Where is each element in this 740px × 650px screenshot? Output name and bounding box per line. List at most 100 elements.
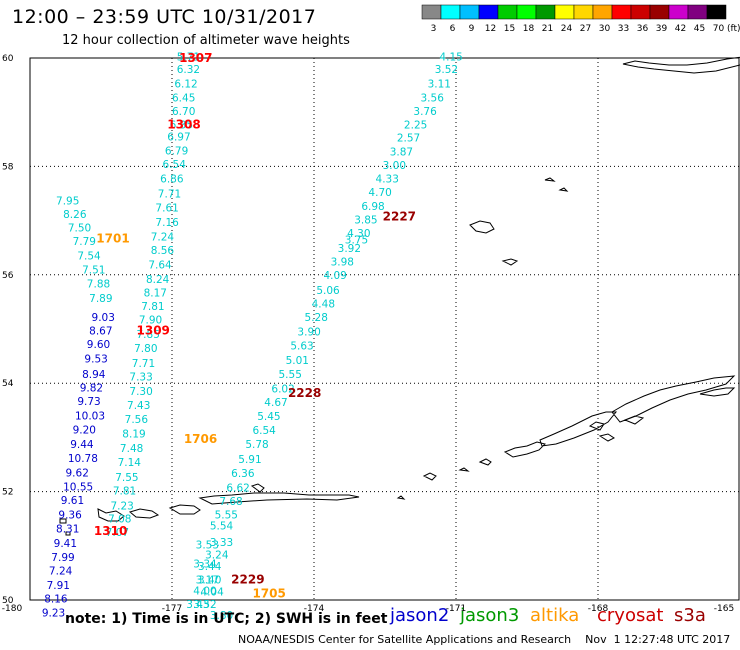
wave-height-label: 3.11 <box>428 78 451 90</box>
wave-height-label: 6.36 <box>231 468 255 480</box>
wave-height-label: 5.71 <box>177 52 200 64</box>
legend-altika: altika <box>530 605 580 626</box>
colorbar-swatch <box>630 4 651 20</box>
wave-height-label: 9.03 <box>92 312 115 324</box>
colorbar-tick-label: 30 <box>599 24 611 34</box>
wave-height-label: 7.88 <box>87 278 110 290</box>
wave-height-label: 7.24 <box>151 232 175 244</box>
wave-height-label: 6.45 <box>172 92 195 104</box>
wave-height-tracks: 5.716.32 6.12 6.45 6.706.356.97 6.79 6.54 6.86… <box>42 52 463 622</box>
wave-height-label: 6.54 <box>252 425 276 437</box>
wave-height-label: 7.81 <box>141 301 164 313</box>
colorbar-tick-label: 70 <box>713 24 725 34</box>
pass-number-label: 2229 <box>231 573 264 587</box>
colorbar-swatch <box>573 4 594 20</box>
wave-height-label: 5.55 <box>279 369 302 381</box>
wave-height-label: 7.24 <box>49 566 73 578</box>
colorbar-tick-label: 39 <box>656 24 668 34</box>
map-axes: 60 58 56 54 52 50-180 -177 -174 -171 -168 -165 <box>2 54 734 614</box>
wave-height-label: 5.78 <box>245 439 268 451</box>
wave-height-label: 9.36 <box>58 510 82 522</box>
pass-number-label: 1310 <box>94 524 127 538</box>
pass-number-label: 2227 <box>383 210 416 224</box>
wave-height-label: 6.62 <box>226 483 249 495</box>
wave-height-label: 6.02 <box>271 383 294 395</box>
wave-height-label: 7.33 <box>129 371 152 383</box>
wave-height-label: 7.61 <box>155 202 178 214</box>
wave-height-label: 6.70 <box>172 106 195 118</box>
wave-height-label: 8.94 <box>82 369 106 381</box>
wave-height-label: 3.33 <box>210 537 233 549</box>
wave-height-label: 2.57 <box>397 132 420 144</box>
colorbar-tick-label: 45 <box>694 24 705 34</box>
colorbar-swatch <box>516 4 537 20</box>
wave-height-label: 7.71 <box>158 188 181 200</box>
pass-number-label: 1307 <box>179 51 212 65</box>
wave-height-label: 6.12 <box>174 78 197 90</box>
legend-cryosat: cryosat <box>597 605 664 626</box>
colorbar-swatch <box>440 4 461 20</box>
wave-height-label: 3.90 <box>297 327 320 339</box>
wave-height-label: 7.55 <box>115 472 138 484</box>
wave-height-label: 2.25 <box>404 119 427 131</box>
pass-number-label: 1701 <box>96 231 129 245</box>
wave-height-label: 9.62 <box>66 467 89 479</box>
wave-height-label: 7.99 <box>51 552 74 564</box>
wave-height-label: 3.56 <box>421 92 445 104</box>
footer-credit: NOAA/NESDIS Center for Satellite Applica… <box>238 633 731 646</box>
wave-height-label: 3.92 <box>338 243 361 255</box>
wave-height-label: 9.60 <box>87 339 110 351</box>
wave-height-label: 7.95 <box>56 195 79 207</box>
wave-height-label: 3.53 <box>196 540 219 552</box>
colorbar-tick-label: 33 <box>618 24 629 34</box>
wave-height-label: 8.24 <box>146 274 170 286</box>
pass-number-label: 1309 <box>137 323 170 337</box>
colorbar-swatch <box>668 4 689 20</box>
wave-height-label: 8.31 <box>56 523 79 535</box>
lat-tick-label: 60 <box>2 54 14 64</box>
colorbar-swatch <box>497 4 518 20</box>
lat-tick-label: 52 <box>2 488 13 498</box>
colorbar-swatch <box>611 4 632 20</box>
map-grid <box>29 57 740 601</box>
colorbar-swatch <box>421 4 442 20</box>
wave-height-label: 7.56 <box>125 414 149 426</box>
lat-tick-label: 58 <box>2 162 14 172</box>
colorbar-swatch <box>687 4 708 20</box>
legend-jason2: jason2 <box>390 605 450 626</box>
wave-height-label: 7.43 <box>127 400 150 412</box>
wave-height-label: 4.33 <box>376 174 399 186</box>
wave-height-label: 8.56 <box>151 245 175 257</box>
wave-height-label: 7.89 <box>89 293 112 305</box>
wave-height-label: 3.52 <box>193 599 216 611</box>
wave-height-label: 7.48 <box>120 443 143 455</box>
wave-height-label: 9.23 <box>42 607 65 619</box>
colorbar-swatch <box>535 4 556 20</box>
wave-height-label: 9.44 <box>70 439 94 451</box>
wave-height-label: 10.03 <box>75 411 105 423</box>
wave-height-label: 4.00 <box>193 586 216 598</box>
wave-height-label: 6.97 <box>167 131 190 143</box>
wave-height-label: 7.51 <box>82 265 105 277</box>
wave-height-label: 10.55 <box>63 482 93 494</box>
pass-number-label: 1308 <box>167 117 200 131</box>
legend-s3a: s3a <box>674 605 706 626</box>
wave-height-label: 3.24 <box>205 549 229 561</box>
wave-height-label: 7.30 <box>129 386 152 398</box>
wave-height-label: 4.30 <box>347 228 370 240</box>
wave-height-label: 7.90 <box>139 315 162 327</box>
lon-tick-label: -165 <box>714 604 734 614</box>
wave-height-label: 9.82 <box>80 382 103 394</box>
colorbar-tick-label: 6 <box>450 24 456 34</box>
colorbar-swatch <box>459 4 480 20</box>
colorbar-unit: (ft) <box>727 24 740 34</box>
wave-height-label: 6.32 <box>177 64 200 76</box>
wave-height-label: 3.98 <box>331 257 354 269</box>
wave-height-label: 7.79 <box>73 236 96 248</box>
wave-height-label: 4.48 <box>312 298 335 310</box>
wave-height-label: 4.04 <box>200 587 224 599</box>
map-frame <box>29 57 740 601</box>
coastline-layer <box>59 56 740 536</box>
lon-tick-label: -177 <box>162 604 182 614</box>
colorbar-tick-label: 27 <box>580 24 591 34</box>
